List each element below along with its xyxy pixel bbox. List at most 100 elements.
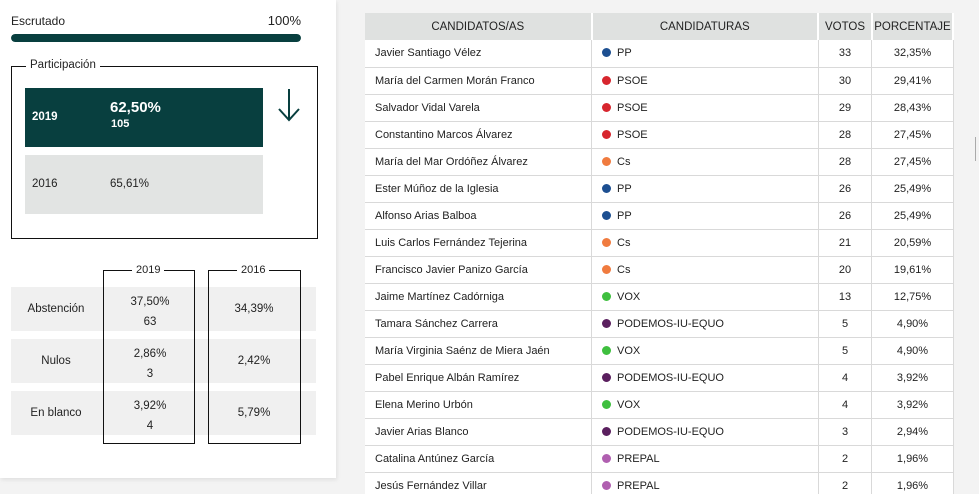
party-color-dot-icon (602, 291, 612, 301)
table-row: Alfonso Arias Balboa PP 26 25,49% (365, 202, 954, 230)
party-label: PODEMOS-IU-EQUO (617, 371, 724, 384)
candidate-votes: 5 (818, 337, 873, 365)
candidate-votes: 26 (818, 175, 873, 203)
candidate-votes: 5 (818, 310, 873, 338)
party-label: VOX (617, 344, 641, 357)
candidate-votes: 13 (818, 283, 873, 311)
summary-row-abstencion: Abstención 37,50% 63 34,39% (11, 287, 316, 331)
participacion-previous-bar: 2016 65,61% (25, 155, 263, 214)
column-header-2019: 2019 (132, 264, 165, 276)
header-porcentaje: PORCENTAJE (871, 13, 955, 40)
table-row: Catalina Antúnez García PREPAL 2 1,96% (365, 445, 954, 473)
table-row: María del Mar Ordóñez Álvarez Cs 28 27,45% (365, 148, 954, 176)
candidate-party: PSOE (591, 121, 819, 149)
results-summary-panel: Escrutado 100% Participación 2019 62,50%… (0, 0, 336, 478)
summary-row-nulos: Nulos 2,86% 3 2,42% (11, 339, 316, 383)
candidate-name: Catalina Antúnez García (365, 445, 593, 473)
participacion-previous-pct: 65,61% (110, 178, 150, 190)
party-label: PODEMOS-IU-EQUO (617, 425, 724, 438)
summary-row-label: Nulos (41, 355, 71, 367)
party-color-dot-icon (602, 426, 612, 436)
party-color-dot-icon (602, 345, 612, 355)
candidate-votes: 33 (818, 40, 873, 68)
party-color-dot-icon (602, 102, 612, 112)
candidate-party: VOX (591, 391, 819, 419)
header-votos: VOTOS (818, 13, 873, 40)
candidate-votes: 20 (818, 256, 873, 284)
party-label: PP (617, 209, 632, 222)
candidate-name: Alfonso Arias Balboa (365, 202, 593, 230)
summary-count-2019: 3 (146, 368, 154, 380)
candidate-percentage: 29,41% (871, 67, 954, 95)
candidate-percentage: 3,92% (871, 364, 954, 392)
candidate-percentage: 27,45% (871, 148, 954, 176)
summary-pct-2016: 34,39% (234, 303, 274, 315)
candidate-name: Pabel Enrique Albán Ramírez (365, 364, 593, 392)
party-color-dot-icon (602, 399, 612, 409)
candidate-name: María del Carmen Morán Franco (365, 67, 593, 95)
party-label: Cs (617, 263, 631, 276)
party-color-dot-icon (602, 480, 612, 490)
header-candidatos: CANDIDATOS/AS (365, 13, 593, 40)
candidate-name: Jesús Fernández Villar (365, 472, 593, 494)
candidate-votes: 29 (818, 94, 873, 122)
candidate-votes: 2 (818, 445, 873, 473)
escrutado-label: Escrutado (11, 14, 66, 28)
party-label: PREPAL (617, 452, 660, 465)
candidate-name: Luis Carlos Fernández Tejerina (365, 229, 593, 257)
table-row: Javier Arias Blanco PODEMOS-IU-EQUO 3 2,94% (365, 418, 954, 446)
candidate-party: PSOE (591, 94, 819, 122)
escrutado-progress-fill (11, 34, 301, 42)
table-row: María Virginia Saénz de Miera Jaén VOX 5 4,… (365, 337, 954, 365)
party-color-dot-icon (602, 372, 612, 382)
candidate-percentage: 12,75% (871, 283, 954, 311)
candidate-party: PP (591, 202, 819, 230)
column-box-2016: 2016 (208, 264, 301, 444)
table-row: Constantino Marcos Álvarez PSOE 28 27,45% (365, 121, 954, 149)
summary-pct-2016: 2,42% (237, 355, 271, 367)
party-label: PSOE (617, 101, 648, 114)
summary-pct-2019: 3,92% (133, 400, 167, 412)
candidate-votes: 3 (818, 418, 873, 446)
summary-cell-2019: 2,86% 3 (105, 344, 195, 384)
candidate-party: PREPAL (591, 445, 819, 473)
candidate-party: PSOE (591, 67, 819, 95)
candidates-table: CANDIDATOS/AS CANDIDATURAS VOTOS PORCENT… (365, 13, 955, 494)
party-color-dot-icon (602, 453, 612, 463)
table-row: Elena Merino Urbón VOX 4 3,92% (365, 391, 954, 419)
party-color-dot-icon (602, 183, 612, 193)
candidate-name: Constantino Marcos Álvarez (365, 121, 593, 149)
party-label: PREPAL (617, 479, 660, 492)
party-label: PP (617, 182, 632, 195)
table-row: Tamara Sánchez Carrera PODEMOS-IU-EQUO 5 4,… (365, 310, 954, 338)
candidate-name: Javier Arias Blanco (365, 418, 593, 446)
table-row: Luis Carlos Fernández Tejerina Cs 21 20,59% (365, 229, 954, 257)
header-candidaturas: CANDIDATURAS (591, 13, 820, 40)
escrutado-row: Escrutado 100% (11, 13, 301, 30)
summary-row-en-blanco: En blanco 3,92% 4 5,79% (11, 391, 316, 435)
party-color-dot-icon (602, 129, 612, 139)
edge-divider (975, 137, 979, 161)
candidate-party: PP (591, 175, 819, 203)
candidate-votes: 26 (818, 202, 873, 230)
candidate-name: María Virginia Saénz de Miera Jaén (365, 337, 593, 365)
party-color-dot-icon (602, 318, 612, 328)
participacion-current-pct: 62,50% (110, 99, 161, 116)
party-label: Cs (617, 236, 631, 249)
summary-pct-2019: 37,50% (130, 296, 170, 308)
summary-row-label: En blanco (30, 407, 82, 419)
table-row: Salvador Vidal Varela PSOE 29 28,43% (365, 94, 954, 122)
candidate-party: VOX (591, 283, 819, 311)
escrutado-progress-bar (11, 34, 301, 42)
participacion-box: Participación 2019 62,50% 105 2016 65,61… (11, 59, 318, 239)
arrow-down-icon (278, 89, 300, 122)
candidate-name: María del Mar Ordóñez Álvarez (365, 148, 593, 176)
table-row: Francisco Javier Panizo García Cs 20 19,61% (365, 256, 954, 284)
participacion-current-bar: 2019 62,50% 105 (25, 88, 263, 147)
party-label: PSOE (617, 128, 648, 141)
summary-cell-2019: 37,50% 63 (105, 292, 195, 332)
table-row: María del Carmen Morán Franco PSOE 30 29,41… (365, 67, 954, 95)
candidate-votes: 21 (818, 229, 873, 257)
table-row: Jesús Fernández Villar PREPAL 2 1,96% (365, 472, 954, 494)
candidate-name: Javier Santiago Vélez (365, 40, 593, 68)
